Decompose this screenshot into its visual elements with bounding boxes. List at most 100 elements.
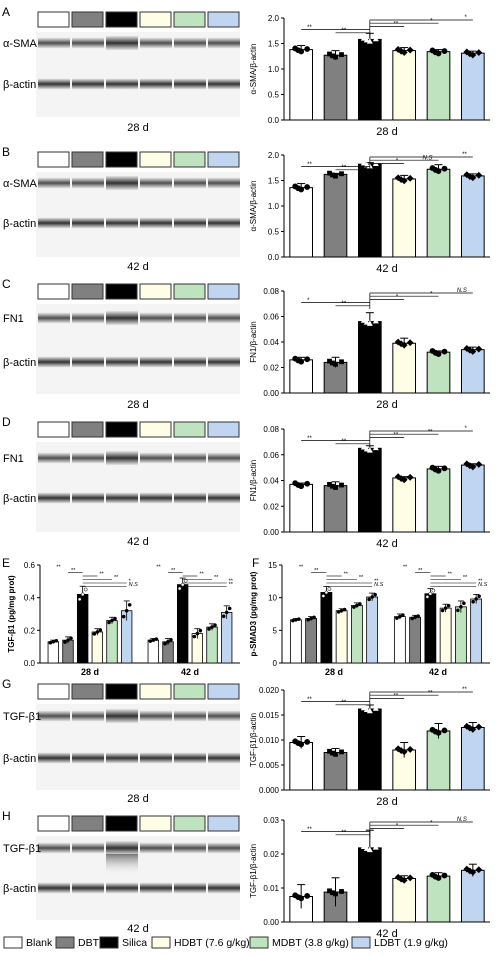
- bar: [176, 584, 189, 664]
- protein-band: [38, 177, 70, 189]
- data-point: [183, 578, 188, 583]
- y-tick-label: 0.01: [263, 884, 279, 893]
- significance-label: **: [344, 571, 349, 577]
- loading-band: [140, 882, 172, 894]
- group-color-box: [37, 815, 70, 832]
- protein-band: [38, 710, 70, 722]
- data-point: [432, 873, 439, 880]
- x-axis-label: 42 d: [376, 538, 397, 550]
- bar: [323, 752, 348, 791]
- y-axis-label: α-SMA/β-actin: [249, 43, 258, 94]
- y-tick-label: 0.6: [24, 561, 36, 570]
- data-point: [432, 49, 439, 56]
- y-tick-label: 0.020: [259, 686, 280, 695]
- group-color-box: [139, 151, 172, 168]
- data-point: [398, 614, 402, 619]
- data-point: [295, 185, 302, 192]
- significance-label: **: [342, 28, 347, 34]
- y-tick-label: 0.02: [263, 364, 279, 373]
- significance-label: **: [229, 578, 234, 584]
- data-point: [324, 590, 329, 595]
- loading-band: [140, 217, 172, 229]
- y-axis-label: α-SMA/β-actin: [249, 180, 258, 231]
- loading-control-label: β-actin: [3, 357, 36, 369]
- data-point: [406, 46, 414, 54]
- protein-band: [140, 452, 172, 464]
- significance-label: *: [430, 291, 433, 297]
- y-tick-label: 0.000: [259, 786, 280, 795]
- blot-time-label: 28 d: [127, 793, 148, 805]
- loading-band: [140, 78, 172, 90]
- protein-band: [72, 37, 104, 49]
- data-point: [466, 50, 474, 58]
- loading-band: [174, 356, 206, 368]
- loading-band: [72, 78, 104, 90]
- legend-swatch: [99, 936, 119, 949]
- data-point: [372, 317, 379, 324]
- data-point: [221, 614, 226, 619]
- data-point: [466, 724, 474, 732]
- data-point: [321, 594, 326, 598]
- panel-label: F: [252, 556, 259, 570]
- data-point: [295, 482, 302, 488]
- significance-label: **: [307, 827, 312, 833]
- data-point: [432, 728, 439, 735]
- data-point: [295, 740, 302, 746]
- data-point: [441, 348, 448, 355]
- data-point: [466, 346, 474, 354]
- data-point: [124, 608, 129, 613]
- legend-swatch: [3, 936, 23, 949]
- data-point: [48, 640, 53, 645]
- bar: [454, 606, 467, 664]
- protein-band: [174, 842, 206, 854]
- significance-label: **: [462, 687, 467, 693]
- loading-band: [38, 217, 70, 229]
- loading-band: [106, 492, 138, 504]
- blot-panel-a: Aα-SMA β-actin 28 d: [2, 5, 240, 134]
- bar: [206, 626, 218, 664]
- data-point: [456, 608, 460, 613]
- bar: [47, 641, 60, 664]
- data-point: [327, 170, 332, 176]
- data-point: [295, 47, 302, 54]
- data-point: [54, 638, 59, 643]
- loading-band: [38, 78, 70, 90]
- bar: [323, 485, 348, 533]
- loading-band: [38, 492, 70, 504]
- data-point: [198, 628, 203, 633]
- protein-band: [106, 175, 138, 191]
- loading-band: [140, 356, 172, 368]
- bar: [366, 596, 379, 664]
- data-point: [363, 319, 370, 325]
- data-point: [395, 616, 399, 621]
- bar: [220, 611, 233, 664]
- significance-label: **: [214, 575, 219, 581]
- y-tick-label: 2.0: [268, 151, 280, 160]
- panel-label: B: [2, 145, 10, 159]
- y-axis-label: FN1/β-actin: [249, 321, 258, 363]
- legend-label: Silica: [122, 937, 147, 949]
- blot-time-label: 42 d: [127, 536, 148, 548]
- significance-label: **: [393, 22, 398, 28]
- data-point: [360, 843, 367, 850]
- significance-label: N.S: [374, 582, 384, 588]
- bar: [426, 51, 451, 121]
- data-point: [425, 595, 430, 599]
- protein-band: [38, 37, 70, 49]
- data-point: [210, 625, 214, 629]
- data-point: [166, 639, 170, 644]
- data-point: [207, 627, 211, 631]
- significance-label: **: [307, 697, 312, 703]
- group-color-box: [173, 421, 206, 438]
- data-point: [475, 461, 483, 468]
- data-point: [466, 867, 474, 875]
- data-point: [333, 361, 338, 367]
- loading-band: [174, 752, 206, 764]
- significance-label: **: [342, 700, 347, 706]
- data-point: [297, 617, 301, 621]
- bar: [461, 175, 485, 258]
- data-point: [327, 587, 332, 591]
- legend-swatch: [151, 936, 171, 949]
- data-point: [413, 615, 417, 620]
